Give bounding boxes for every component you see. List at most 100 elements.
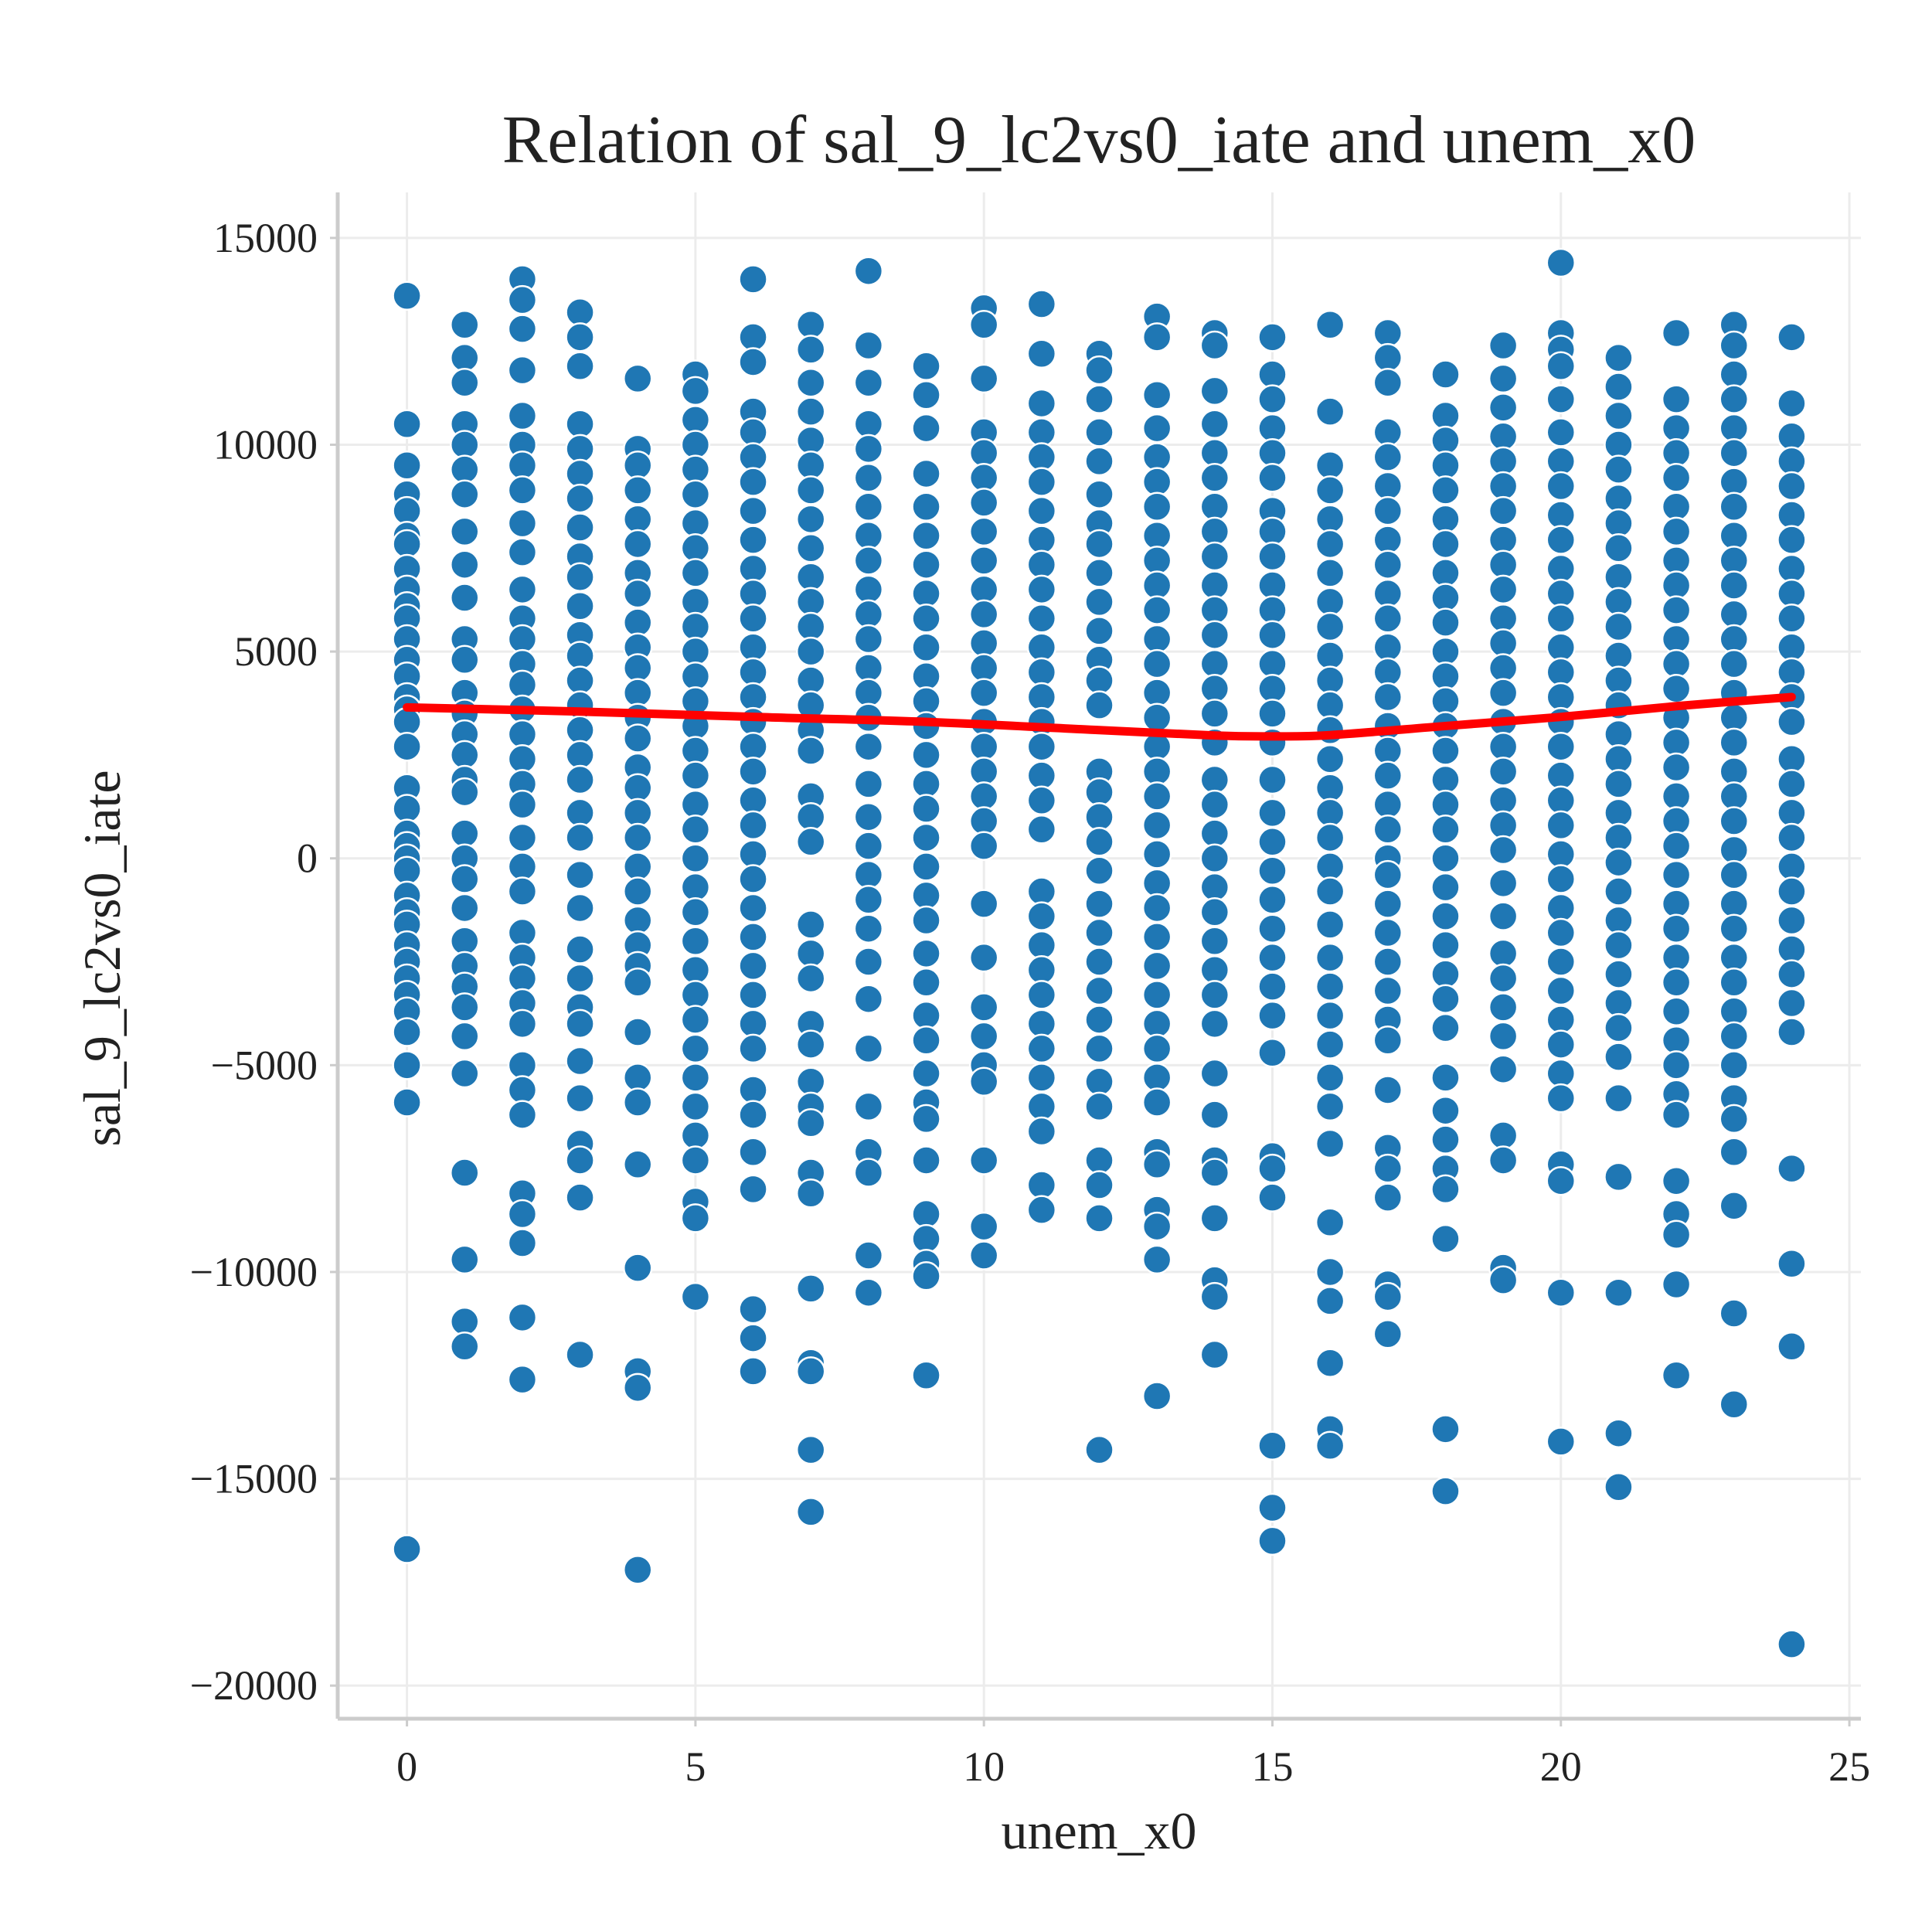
data-point (1199, 516, 1230, 547)
data-point (622, 905, 653, 936)
data-point (507, 1302, 538, 1333)
data-point (738, 1075, 768, 1105)
data-point (853, 330, 884, 361)
data-point (392, 409, 422, 439)
data-point (450, 926, 480, 957)
data-point (1777, 798, 1807, 828)
data-point (622, 1253, 653, 1283)
data-point (1026, 525, 1057, 555)
data-point (1084, 975, 1114, 1006)
data-point (680, 954, 711, 985)
data-point (1026, 417, 1057, 447)
data-point (795, 335, 826, 365)
data-point (1777, 959, 1807, 989)
data-point (1604, 744, 1634, 774)
data-point (1777, 657, 1807, 688)
data-point (1199, 843, 1230, 873)
data-point (1661, 384, 1692, 414)
data-point (1661, 968, 1692, 998)
data-point (1141, 648, 1172, 679)
data-point (680, 1063, 711, 1093)
data-point (1719, 1104, 1749, 1134)
data-point (1199, 954, 1230, 985)
data-point (1257, 384, 1287, 414)
data-point (968, 628, 999, 658)
data-point (1257, 463, 1287, 493)
data-point (680, 1121, 711, 1151)
data-point (968, 463, 999, 493)
data-point (1430, 475, 1461, 505)
data-point (1141, 1149, 1172, 1180)
data-point (1372, 525, 1403, 555)
data-point (622, 1149, 653, 1180)
data-point (450, 367, 480, 398)
x-tick-label: 0 (396, 1743, 417, 1790)
data-point (507, 451, 538, 481)
data-point (1488, 393, 1519, 423)
data-point (1719, 1298, 1749, 1328)
data-point (853, 624, 884, 655)
data-point (680, 1033, 711, 1064)
data-point (1315, 942, 1345, 973)
data-point (1604, 905, 1634, 936)
data-point (565, 764, 595, 795)
data-point (1257, 674, 1287, 704)
data-point (1257, 1153, 1287, 1184)
data-point (738, 893, 768, 923)
data-point (1546, 947, 1577, 977)
data-point (1141, 413, 1172, 444)
data-point (853, 520, 884, 551)
data-point (1199, 1009, 1230, 1039)
data-point (968, 437, 999, 468)
data-point (392, 451, 422, 481)
data-point (1604, 372, 1634, 402)
data-point (1199, 409, 1230, 439)
data-point (1199, 1339, 1230, 1370)
data-point (1372, 471, 1403, 502)
data-point (622, 1555, 653, 1585)
data-point (1084, 889, 1114, 919)
data-point (1315, 529, 1345, 560)
data-point (507, 1009, 538, 1039)
data-point (1430, 872, 1461, 903)
data-point (392, 1087, 422, 1117)
data-point (392, 731, 422, 762)
data-point (1026, 1009, 1057, 1039)
data-point (1546, 1277, 1577, 1308)
data-point (1315, 876, 1345, 906)
data-point (507, 475, 538, 505)
data-point (1257, 541, 1287, 572)
data-point (1199, 570, 1230, 600)
data-point (1315, 1128, 1345, 1159)
data-point (911, 938, 941, 969)
data-point (1430, 1063, 1461, 1093)
data-point (1315, 504, 1345, 535)
data-point (1777, 744, 1807, 774)
data-point (911, 1223, 941, 1254)
data-point (565, 893, 595, 923)
data-point (450, 740, 480, 770)
data-point (507, 852, 538, 882)
data-point (1777, 988, 1807, 1019)
data-point (1604, 988, 1634, 1019)
data-point (1604, 342, 1634, 373)
data-point (1141, 1063, 1172, 1093)
data-point (1777, 388, 1807, 419)
data-point (680, 430, 711, 460)
data-point (911, 968, 941, 998)
data-point (1777, 553, 1807, 584)
data-point (738, 442, 768, 472)
data-point (968, 1021, 999, 1052)
data-point (1315, 971, 1345, 1002)
data-point (795, 1274, 826, 1304)
data-point (1084, 827, 1114, 857)
data-point (968, 653, 999, 683)
data-point (1084, 417, 1114, 447)
data-point (1719, 1050, 1749, 1080)
data-point (1372, 760, 1403, 791)
data-point (795, 587, 826, 617)
data-point (1661, 942, 1692, 973)
data-point (450, 1244, 480, 1275)
data-point (1372, 417, 1403, 447)
data-point (565, 1046, 595, 1077)
